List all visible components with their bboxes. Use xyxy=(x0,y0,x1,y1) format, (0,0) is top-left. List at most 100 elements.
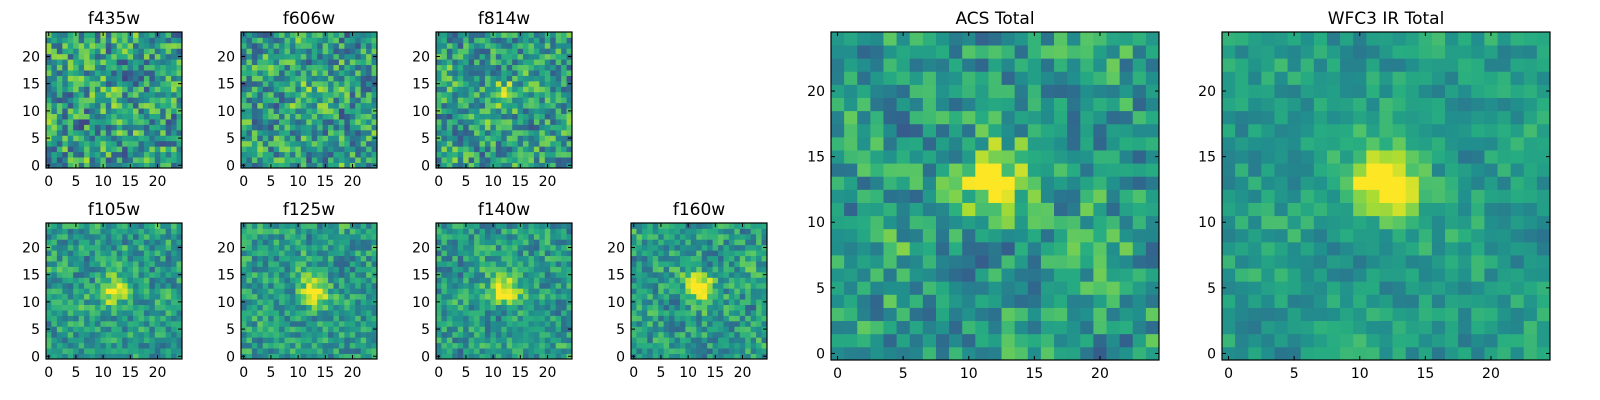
heatmap-cell xyxy=(143,342,150,349)
heatmap-cell xyxy=(295,102,302,109)
heatmap-cell xyxy=(176,266,183,273)
heatmap-cell xyxy=(561,239,567,246)
heatmap-cell xyxy=(338,320,345,327)
heatmap-cell xyxy=(333,353,340,360)
heatmap-cell xyxy=(463,59,470,66)
heatmap-cell xyxy=(122,299,128,305)
heatmap-cell xyxy=(528,113,535,120)
heatmap-cell xyxy=(138,157,145,163)
heatmap-cell xyxy=(533,102,540,109)
heatmap-cell xyxy=(349,37,356,44)
heatmap-cell xyxy=(62,353,69,360)
heatmap-cell xyxy=(111,293,118,300)
heatmap-cell xyxy=(723,233,730,240)
heatmap-cell xyxy=(988,150,1002,164)
heatmap-cell xyxy=(988,320,1002,335)
heatmap-cell xyxy=(268,326,275,333)
heatmap-cell xyxy=(679,250,686,257)
heatmap-cell xyxy=(171,277,177,284)
heatmap-cell xyxy=(561,331,567,338)
heatmap-cell xyxy=(143,239,150,246)
heatmap-cell xyxy=(171,244,177,251)
heatmap-cell xyxy=(1106,268,1121,282)
heatmap-cell xyxy=(246,97,253,104)
heatmap-cell xyxy=(512,37,518,44)
y-tick-label: 10 xyxy=(22,295,40,311)
heatmap-cell xyxy=(474,348,480,354)
heatmap-cell xyxy=(506,271,513,278)
heatmap-cell xyxy=(479,135,486,142)
heatmap-cell xyxy=(506,64,513,71)
heatmap-cell xyxy=(73,228,80,235)
heatmap-cell xyxy=(636,326,643,333)
heatmap-cell xyxy=(658,326,665,333)
heatmap-cell xyxy=(550,239,557,246)
heatmap-cell xyxy=(127,48,134,55)
heatmap-cell xyxy=(463,228,470,235)
heatmap-cell xyxy=(550,64,557,71)
heatmap-cell xyxy=(154,53,161,60)
heatmap-cell xyxy=(257,293,264,300)
heatmap-cell xyxy=(658,348,665,354)
heatmap-cell xyxy=(734,255,741,262)
heatmap-cell xyxy=(1014,202,1029,217)
heatmap-cell xyxy=(718,228,724,235)
heatmap-cell xyxy=(105,326,112,333)
heatmap-cell xyxy=(300,140,307,147)
heatmap-cell xyxy=(896,241,911,256)
heatmap-cell xyxy=(360,135,367,142)
heatmap-cell xyxy=(550,146,557,153)
heatmap-cell xyxy=(544,102,551,109)
heatmap-cell xyxy=(474,277,480,284)
heatmap-cell xyxy=(479,124,486,131)
heatmap-cell xyxy=(728,239,735,246)
heatmap-cell xyxy=(273,342,280,349)
heatmap-cell xyxy=(355,261,362,267)
heatmap-cell xyxy=(539,266,546,273)
heatmap-cell xyxy=(273,97,280,104)
heatmap-cell xyxy=(528,233,535,240)
heatmap-cell xyxy=(273,299,280,305)
heatmap-cell xyxy=(289,162,296,169)
y-tick-label: 10 xyxy=(412,104,430,120)
heatmap-cell xyxy=(176,331,183,338)
heatmap-cell xyxy=(512,315,518,322)
heatmap-cell xyxy=(1145,189,1160,203)
heatmap-cell xyxy=(652,353,659,360)
heatmap-cell xyxy=(484,282,491,289)
heatmap-cell xyxy=(111,331,118,338)
heatmap-cell xyxy=(127,261,134,267)
heatmap-cell xyxy=(344,337,351,344)
heatmap-cell xyxy=(100,86,107,93)
heatmap-cell xyxy=(975,281,989,295)
heatmap-cell xyxy=(149,162,156,169)
heatmap-cell xyxy=(452,261,459,267)
heatmap-cell xyxy=(300,151,307,158)
heatmap-cell xyxy=(284,119,291,125)
heatmap-cell xyxy=(1054,241,1068,256)
heatmap-cell xyxy=(46,48,52,55)
heatmap-cell xyxy=(446,135,453,142)
heatmap-cell xyxy=(857,255,871,269)
heatmap-cell xyxy=(360,37,367,44)
heatmap-cell xyxy=(111,353,118,360)
heatmap-cell xyxy=(723,337,730,344)
heatmap-cell xyxy=(517,239,524,246)
heatmap-cell xyxy=(506,348,513,354)
heatmap-cell xyxy=(844,320,858,335)
heatmap-cell xyxy=(344,250,351,257)
heatmap-cell xyxy=(463,288,470,295)
heatmap-cell xyxy=(251,282,258,289)
heatmap-cell xyxy=(111,320,118,327)
heatmap-cell xyxy=(328,135,334,142)
heatmap-cell xyxy=(300,293,307,300)
heatmap-cell xyxy=(306,271,313,278)
heatmap-cell xyxy=(51,124,58,131)
heatmap-cell xyxy=(100,97,107,104)
heatmap-cell xyxy=(133,37,139,44)
heatmap-cell xyxy=(67,157,74,163)
heatmap-cell xyxy=(371,102,378,109)
heatmap-cell xyxy=(73,53,80,60)
heatmap-cell xyxy=(690,348,697,354)
heatmap-cell xyxy=(479,70,486,76)
